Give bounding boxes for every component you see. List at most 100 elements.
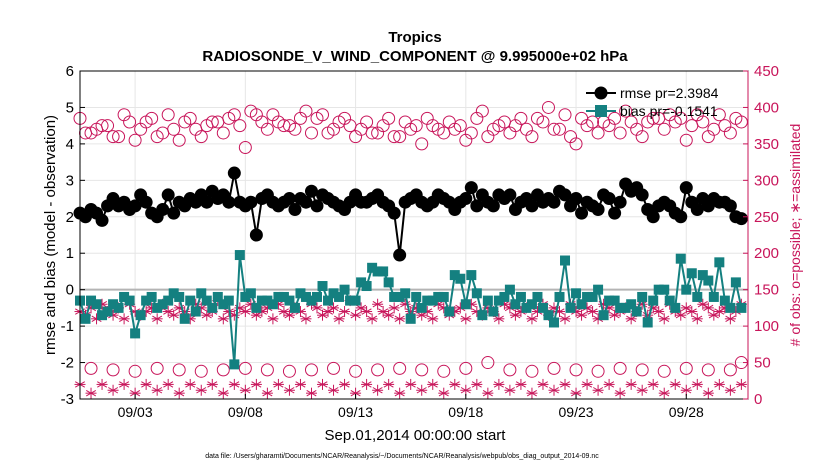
bias-point (108, 299, 119, 310)
bias-point (306, 295, 317, 306)
y2-tick-label: 50 (754, 355, 771, 372)
obs-assimilated-marker (361, 306, 373, 318)
obs-assimilated-marker (702, 387, 714, 399)
obs-assimilated-marker (118, 313, 130, 325)
obs-assimilated-marker (339, 306, 351, 318)
bias-point (146, 291, 157, 302)
rmse-point (310, 199, 324, 213)
obs-assimilated-marker (504, 384, 516, 396)
rmse-point (167, 206, 181, 220)
obs-assimilated-marker (592, 384, 604, 396)
bias-point (631, 306, 642, 317)
obs-assimilated-marker (559, 313, 571, 325)
bias-point (207, 302, 218, 313)
bias-point (273, 291, 284, 302)
obs-possible-marker (723, 363, 737, 377)
bias-point (438, 291, 449, 302)
bias-point (97, 310, 108, 321)
obs-assimilated-marker (206, 378, 218, 390)
bias-point (537, 302, 548, 313)
obs-assimilated-marker (129, 387, 141, 399)
bias-point (637, 291, 648, 302)
rmse-point (734, 212, 748, 226)
rmse-point (646, 210, 660, 224)
obs-possible-marker (464, 126, 478, 140)
y-tick-label: -3 (61, 391, 74, 408)
obs-assimilated-marker (625, 378, 637, 390)
bias-point (675, 253, 686, 264)
obs-assimilated-marker (140, 378, 152, 390)
bias-point (455, 273, 466, 284)
bias-point (152, 302, 163, 313)
y-tick-label: 3 (66, 172, 74, 189)
rmse-point (679, 181, 693, 195)
bias-point (692, 291, 703, 302)
obs-possible-marker (106, 363, 120, 377)
bias-point (102, 306, 113, 317)
obs-assimilated-marker (328, 384, 340, 396)
obs-assimilated-marker (311, 302, 323, 314)
obs-assimilated-marker (537, 378, 549, 390)
obs-possible-marker (586, 115, 600, 129)
obs-assimilated-marker (394, 313, 406, 325)
bias-point (212, 291, 223, 302)
bias-point (659, 284, 670, 295)
obs-possible-marker (304, 126, 318, 140)
rmse-point (635, 188, 649, 202)
obs-possible-marker (459, 361, 473, 375)
obs-assimilated-marker (460, 384, 472, 396)
bias-point (697, 270, 708, 281)
bias-point (174, 291, 185, 302)
bias-point (91, 299, 102, 310)
obs-possible-marker (475, 104, 489, 118)
x-axis-ticks: 09/03 09/08 09/13 09/18 09/23 09/28 (118, 394, 704, 420)
obs-possible-marker (415, 137, 429, 151)
obs-possible-marker (657, 364, 671, 378)
obs-possible-marker (718, 119, 732, 133)
obs-assimilated-marker (283, 309, 295, 321)
obs-assimilated-marker (107, 384, 119, 396)
rmse-point (387, 206, 401, 220)
obs-possible-marker (371, 363, 385, 377)
rmse-point (558, 188, 572, 202)
obs-assimilated-marker (548, 384, 560, 396)
obs-assimilated-marker (713, 378, 725, 390)
bias-point (648, 295, 659, 306)
bias-point (345, 295, 356, 306)
bias-point (328, 288, 339, 299)
bias-point (141, 295, 152, 306)
bias-point (504, 284, 515, 295)
obs-possible-marker (260, 363, 274, 377)
obs-assimilated-marker (647, 378, 659, 390)
obs-possible-marker (244, 104, 258, 118)
obs-assimilated-marker (173, 387, 185, 399)
bias-point (609, 295, 620, 306)
bias-point (725, 302, 736, 313)
obs-assimilated-marker (405, 378, 417, 390)
y-tick-label: 5 (66, 99, 74, 116)
rmse-point (569, 192, 583, 206)
obs-possible-marker (172, 133, 186, 147)
obs-possible-marker (409, 119, 423, 133)
obs-assimilated-marker (625, 313, 637, 325)
obs-assimilated-marker (250, 309, 262, 321)
obs-assimilated-marker (724, 313, 736, 325)
obs-assimilated-marker (388, 302, 400, 314)
obs-possible-marker (701, 363, 715, 377)
bias-point (411, 291, 422, 302)
y-tick-label: -1 (61, 318, 74, 335)
data-file-footer: data file: /Users/gharamti/Documents/NCA… (205, 453, 599, 460)
rmse-point (613, 195, 627, 209)
obs-assimilated-marker (272, 378, 284, 390)
y2-tick-label: 150 (754, 282, 779, 299)
bias-point (124, 295, 135, 306)
obs-possible-marker (393, 361, 407, 375)
obs-assimilated-marker (658, 313, 670, 325)
obs-assimilated-marker (669, 378, 681, 390)
obs-possible-marker (696, 115, 710, 129)
obs-possible-marker (128, 364, 142, 378)
obs-assimilated-marker (493, 378, 505, 390)
bias-point (554, 291, 565, 302)
